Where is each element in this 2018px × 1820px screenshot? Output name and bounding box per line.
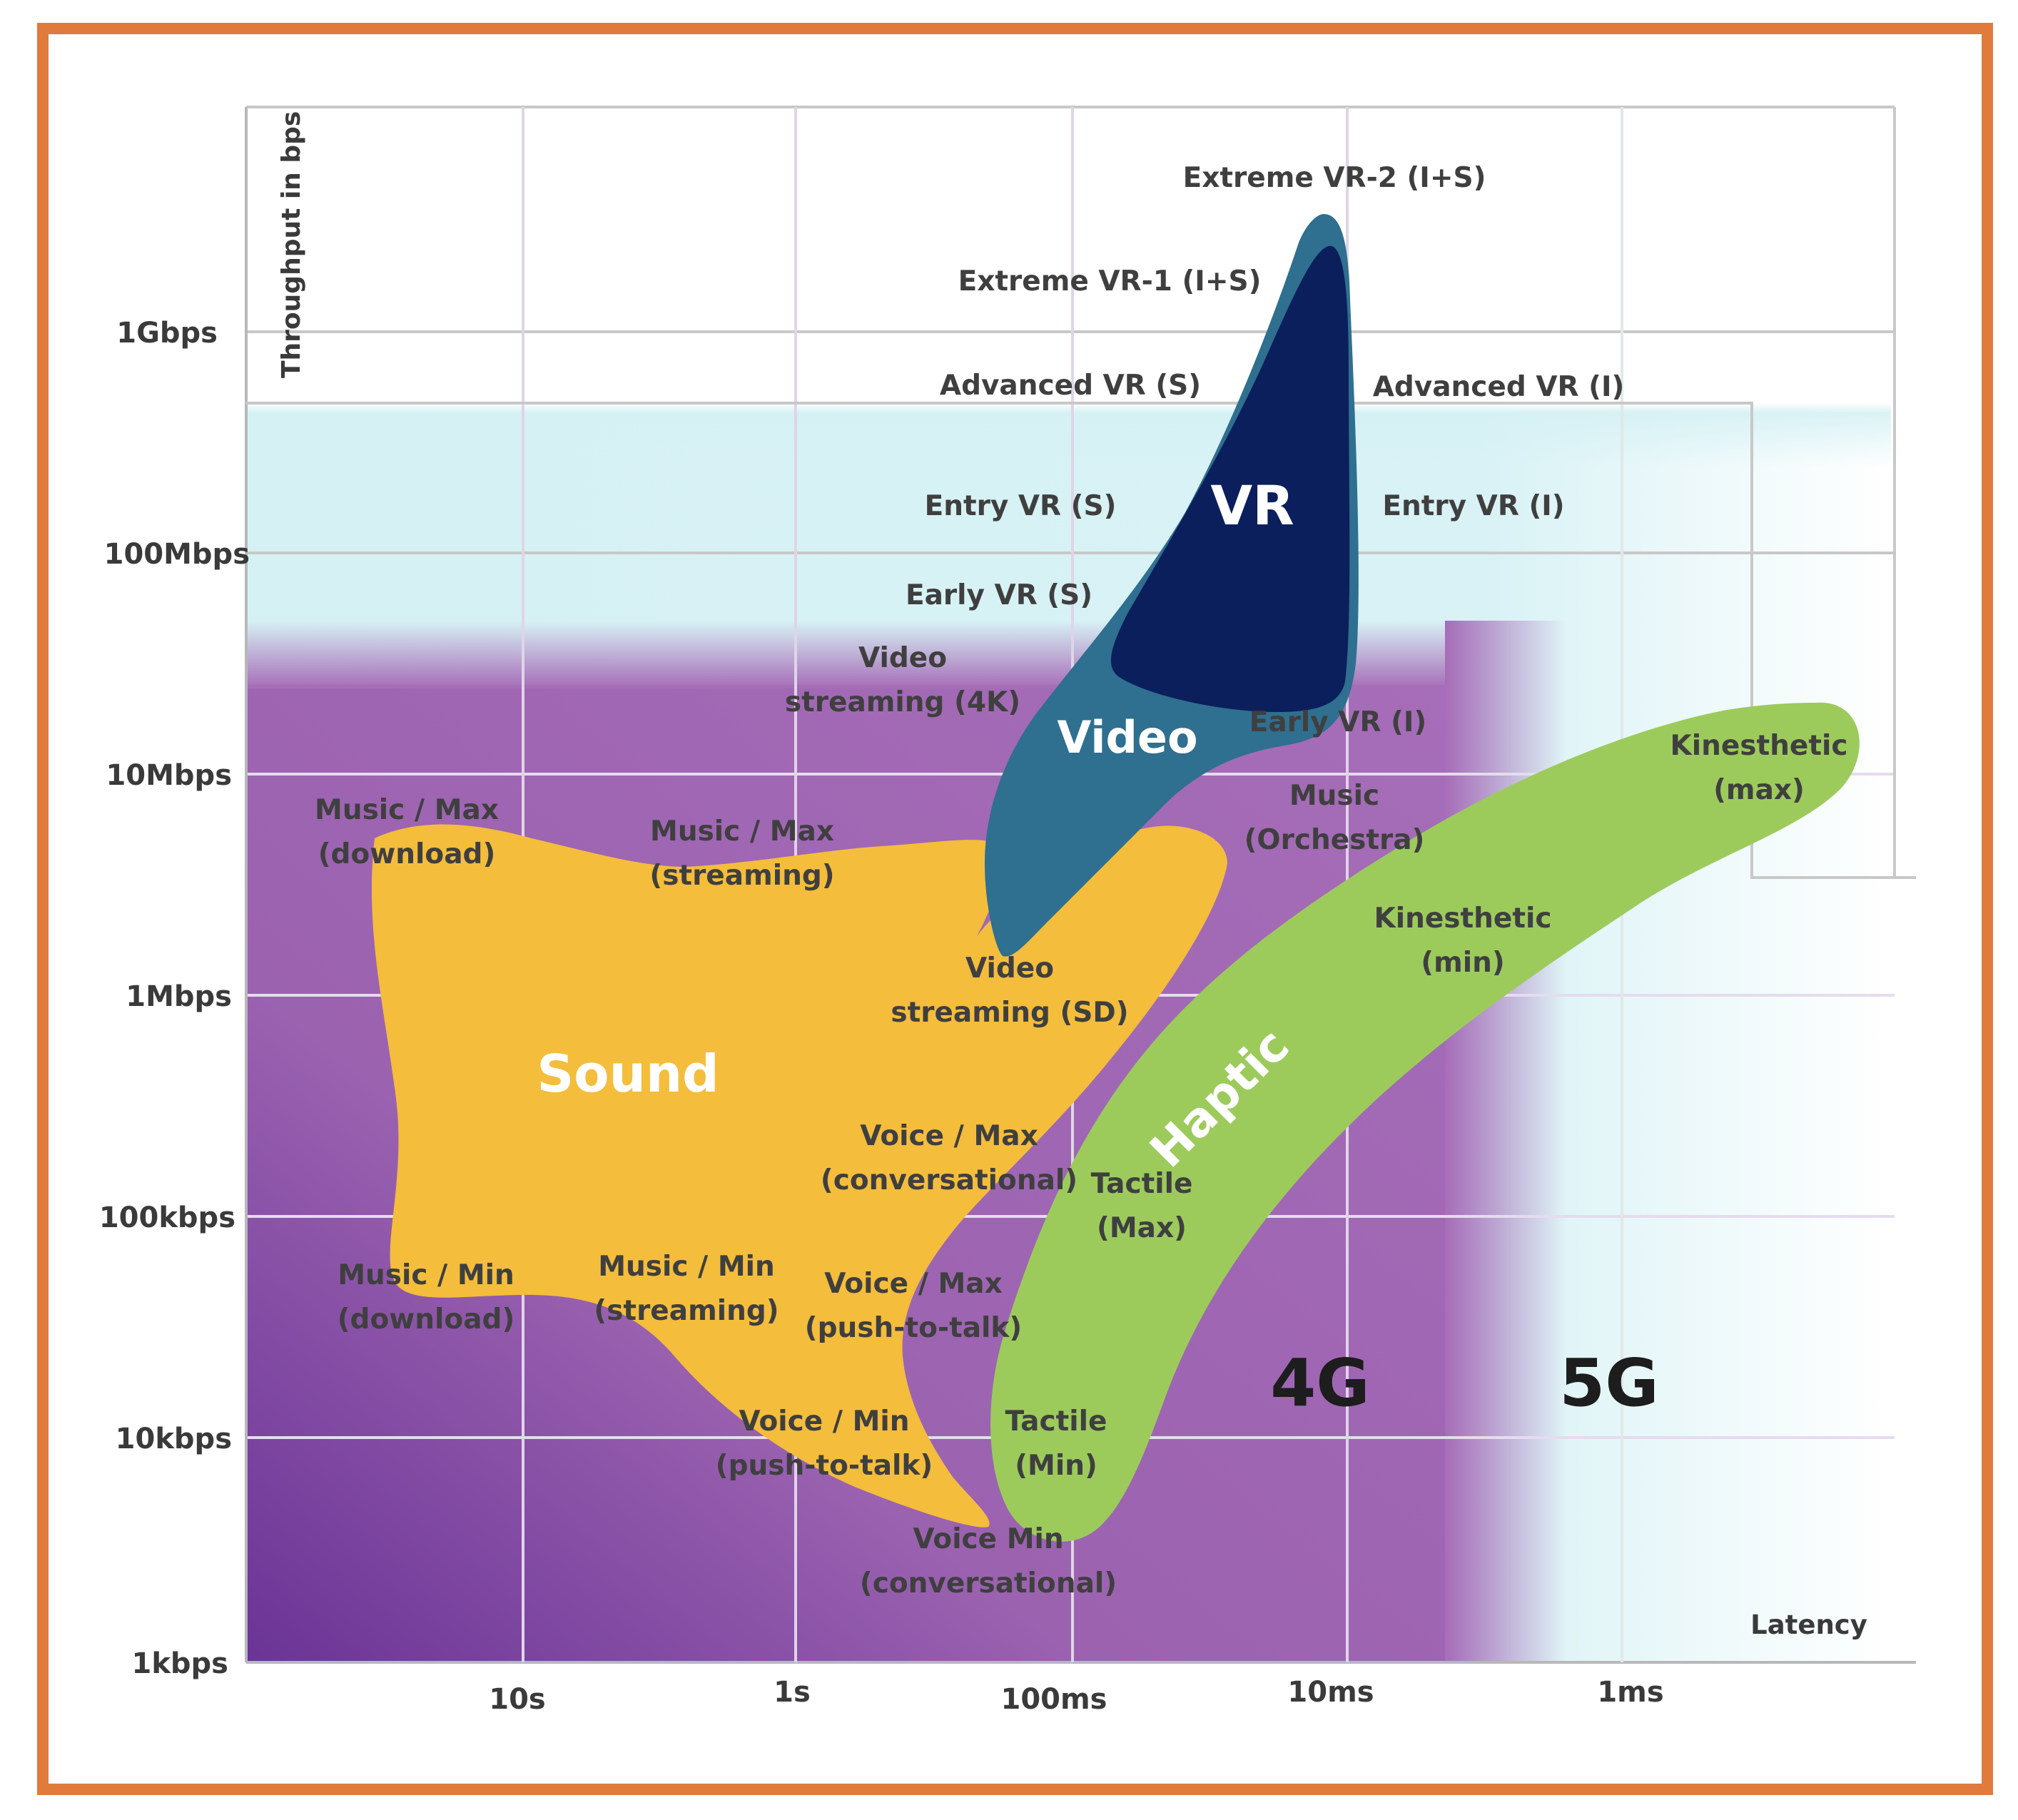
application-label: Advanced VR (S) [940, 370, 1201, 402]
application-label: Voice / Max (push-to-talk) [805, 1268, 1022, 1344]
y-tick-labels: 1Gbps 100Mbps 10Mbps 1Mbps 100kbps 10kbp… [99, 317, 250, 1680]
application-label: Video streaming (4K) [785, 642, 1020, 718]
y-tick-label: 1Gbps [116, 317, 218, 350]
application-label: Voice / Max (conversational) [821, 1120, 1078, 1196]
application-label: Music / Min (download) [338, 1259, 515, 1336]
application-label: Voice / Min (push-to-talk) [716, 1405, 933, 1482]
application-label: Voice Min (conversational) [860, 1523, 1117, 1600]
y-tick-label: 100Mbps [104, 538, 250, 571]
application-label: Music / Max (download) [315, 794, 499, 870]
sound-region [371, 824, 1227, 1527]
y-tick-label: 10Mbps [106, 759, 232, 792]
x-tick-label: 1s [774, 1676, 811, 1709]
4g-label: 4G [1270, 1345, 1370, 1421]
y-tick-label: 1Mbps [126, 980, 232, 1013]
video-label: Video [1057, 711, 1197, 763]
application-label: Music (Orchestra) [1244, 780, 1425, 856]
x-tick-label: 10ms [1287, 1676, 1374, 1709]
application-label: Extreme VR-1 (I+S) [958, 265, 1262, 298]
y-tick-label: 10kbps [116, 1423, 232, 1455]
application-label: Kinesthetic (min) [1374, 903, 1551, 979]
x-tick-label: 10s [489, 1683, 545, 1716]
y-axis-title: Throughput in bps [277, 111, 306, 378]
application-label: Music / Max (streaming) [649, 815, 834, 892]
application-label: Tactile (Max) [1091, 1168, 1193, 1244]
application-label: Tactile (Min) [1005, 1405, 1107, 1482]
x-tick-labels: 10s 1s 100ms 10ms 1ms [489, 1676, 1663, 1716]
application-label: Video streaming (SD) [891, 952, 1128, 1029]
x-tick-label: 100ms [1001, 1683, 1107, 1716]
vr-region [1110, 245, 1350, 713]
application-label: Advanced VR (I) [1373, 371, 1625, 403]
sound-label: Sound [537, 1044, 719, 1104]
application-label: Early VR (S) [906, 579, 1092, 611]
application-label: Early VR (I) [1249, 706, 1427, 738]
application-label: Extreme VR-2 (I+S) [1183, 162, 1486, 194]
haptic-region [990, 702, 1860, 1542]
application-label: Entry VR (I) [1382, 490, 1564, 522]
y-tick-label: 100kbps [99, 1201, 235, 1234]
application-label: Kinesthetic (max) [1670, 730, 1847, 806]
x-tick-label: 1ms [1597, 1676, 1663, 1709]
x-axis-title: Latency [1750, 1610, 1867, 1640]
application-labels: Extreme VR-2 (I+S) Extreme VR-1 (I+S) Adva… [315, 162, 1847, 1600]
5g-label: 5G [1559, 1345, 1659, 1421]
application-label: Entry VR (S) [925, 490, 1117, 522]
y-tick-label: 1kbps [131, 1647, 228, 1680]
application-label: Music / Min (streaming) [594, 1251, 779, 1327]
vr-label: VR [1210, 474, 1294, 537]
